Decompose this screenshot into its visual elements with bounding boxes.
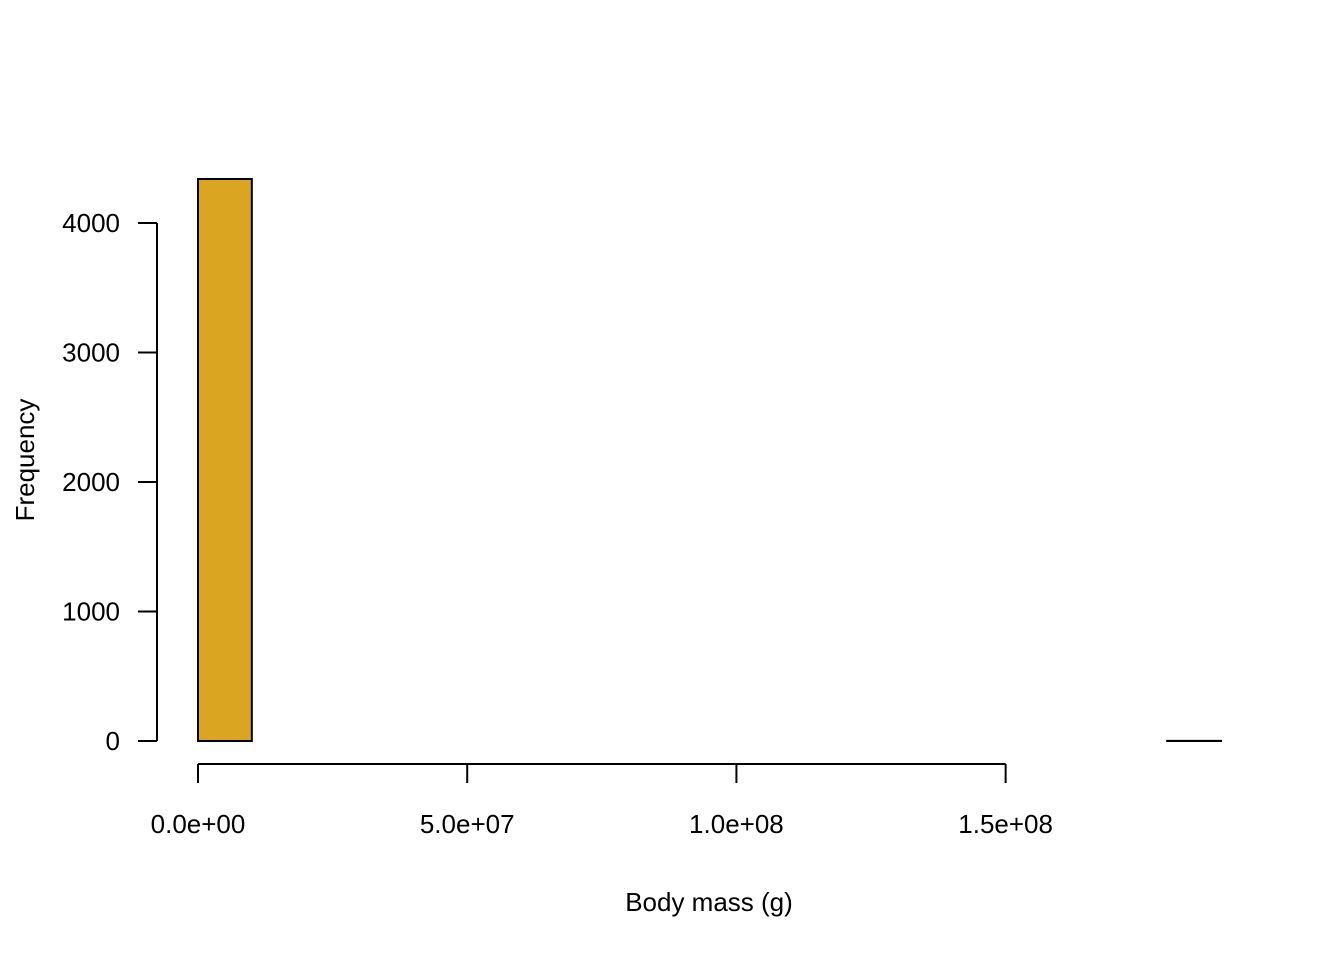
y-tick-label-1: 1000 <box>62 597 120 627</box>
bars-layer <box>197 178 1223 742</box>
x-tick-label-0: 0.0e+00 <box>151 809 246 839</box>
x-tick-label-2: 1.0e+08 <box>689 809 784 839</box>
x-tick-label-1: 5.0e+07 <box>420 809 515 839</box>
histogram-bar-0 <box>197 178 253 742</box>
y-tick-label-4: 4000 <box>62 208 120 238</box>
x-axis-title: Body mass (g) <box>625 887 793 917</box>
y-tick-label-3: 3000 <box>62 338 120 368</box>
y-tick-label-2: 2000 <box>62 467 120 497</box>
x-tick-label-3: 1.5e+08 <box>958 809 1053 839</box>
x-axis: 0.0e+00 5.0e+07 1.0e+08 1.5e+08 <box>151 763 1053 839</box>
y-tick-label-0: 0 <box>106 726 120 756</box>
y-axis-title: Frequency <box>10 399 40 522</box>
y-axis: 0 1000 2000 3000 4000 <box>62 208 158 756</box>
